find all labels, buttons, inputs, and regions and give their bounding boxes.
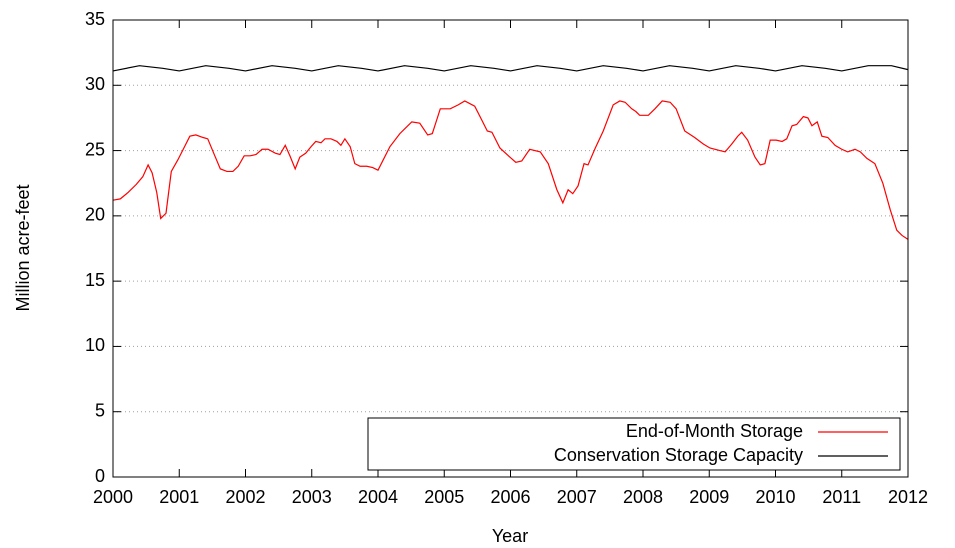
y-tick-label: 5: [95, 400, 105, 420]
x-tick-label: 2005: [424, 487, 464, 507]
x-tick-label: 2000: [93, 487, 133, 507]
legend-label: End-of-Month Storage: [626, 421, 803, 441]
x-axis-title: Year: [492, 526, 528, 546]
y-tick-label: 10: [85, 335, 105, 355]
x-tick-label: 2011: [822, 487, 861, 507]
legend-box: [367, 417, 901, 471]
y-tick-label: 35: [85, 9, 105, 29]
x-tick-label: 2001: [159, 487, 199, 507]
y-tick-label: 15: [85, 270, 105, 290]
legend-label: Conservation Storage Capacity: [554, 445, 803, 465]
x-tick-label: 2008: [623, 487, 663, 507]
x-tick-label: 2010: [755, 487, 795, 507]
y-tick-label: 20: [85, 205, 105, 225]
x-tick-label: 2006: [490, 487, 530, 507]
x-tick-label: 2007: [557, 487, 597, 507]
x-tick-label: 2004: [358, 487, 398, 507]
x-tick-label: 2012: [888, 487, 928, 507]
data-line: [112, 65, 909, 72]
x-tick-label: 2009: [689, 487, 729, 507]
y-tick-label: 30: [85, 74, 105, 94]
y-axis-title: Million acre-feet: [13, 184, 33, 311]
y-tick-label: 0: [95, 466, 105, 486]
data-line: [112, 100, 909, 240]
legend: End-of-Month Storage Conservation Storage…: [367, 417, 901, 471]
y-tick-label: 25: [85, 139, 105, 159]
x-tick-label: 2002: [225, 487, 265, 507]
plot-border: [112, 19, 909, 478]
x-tick-label: 2003: [292, 487, 332, 507]
